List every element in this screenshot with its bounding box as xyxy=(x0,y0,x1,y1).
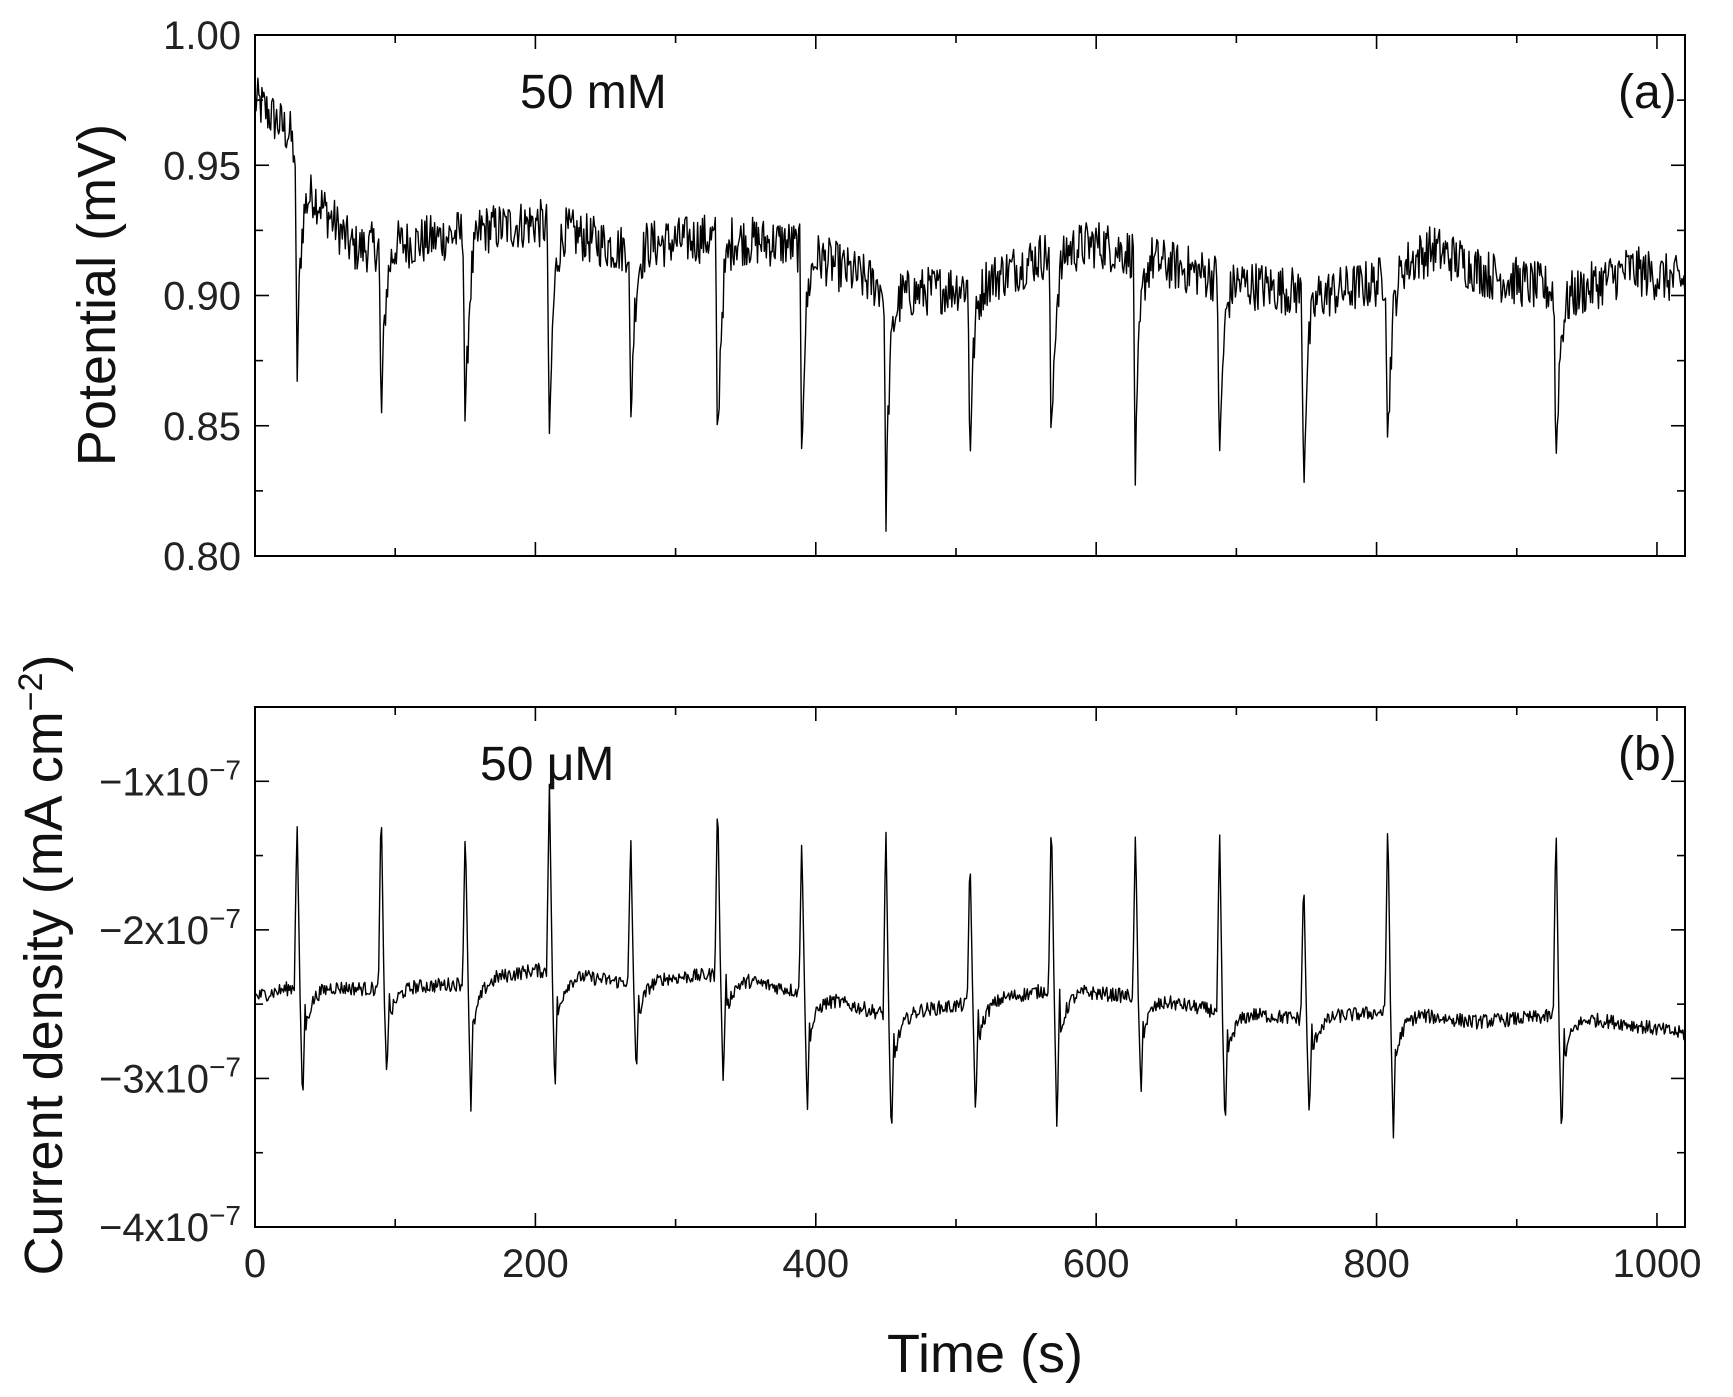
y-tick-label: 1.00 xyxy=(163,14,241,58)
y-tick-label-exp: −7 xyxy=(209,1051,241,1082)
panel-b-y-axis-title-end: ) xyxy=(14,655,74,673)
panel-b-y-ticks: −1x10−7−2x10−7−3x10−7−4x10−7 xyxy=(99,706,1685,1250)
panel-a-frame xyxy=(254,34,1686,557)
panel-a-x-ticks xyxy=(254,35,1658,556)
panel-b-current-trace xyxy=(254,783,1686,1139)
y-tick-label-base: −4x10 xyxy=(99,1206,209,1250)
y-tick-label-exp: −7 xyxy=(209,1200,241,1231)
panel-a-y-ticks: 0.80 0.85 0.90 0.95 1.00 xyxy=(163,14,1685,579)
panel-a-y-axis-title: Potential (mV) xyxy=(67,124,127,466)
y-tick-label: 0.90 xyxy=(163,275,241,319)
panel-b-y-axis-title: Current density (mA cm−2) xyxy=(12,655,74,1276)
panel-b-y-axis-title-sup: −2 xyxy=(12,673,50,712)
panel-b: −1x10−7−2x10−7−3x10−7−4x10−7 0 200 400 600 8… xyxy=(12,655,1701,1286)
x-tick-label: 800 xyxy=(1343,1242,1410,1286)
y-tick-label: 0.95 xyxy=(163,144,241,188)
panel-b-label: (b) xyxy=(1618,728,1677,781)
y-tick-label-exp: −7 xyxy=(209,903,241,934)
x-tick-label: 400 xyxy=(782,1242,849,1286)
x-tick-label: 600 xyxy=(1063,1242,1130,1286)
y-tick-label: −1x10−7 xyxy=(99,754,241,804)
y-tick-label-base: −3x10 xyxy=(99,1057,209,1101)
panel-a-potential-trace xyxy=(254,77,1686,532)
y-tick-label: 0.85 xyxy=(163,405,241,449)
y-tick-label-base: −1x10 xyxy=(99,760,209,804)
x-tick-label: 200 xyxy=(502,1242,569,1286)
panel-b-y-axis-title-main: Current density (mA cm xyxy=(14,711,74,1275)
panel-a-label: (a) xyxy=(1618,66,1677,119)
y-tick-label-base: −2x10 xyxy=(99,909,209,953)
x-axis-title: Time (s) xyxy=(887,1324,1083,1384)
panel-a-annotation: 50 mM xyxy=(520,66,667,119)
y-tick-label: −2x10−7 xyxy=(99,903,241,953)
y-tick-label: −3x10−7 xyxy=(99,1051,241,1101)
y-tick-label: −4x10−7 xyxy=(99,1200,241,1250)
panel-b-annotation: 50 μM xyxy=(480,738,614,791)
y-tick-label: 0.80 xyxy=(163,535,241,579)
x-tick-label: 1000 xyxy=(1612,1242,1701,1286)
panel-a: 0.80 0.85 0.90 0.95 1.00 50 mM (a) Potential… xyxy=(67,14,1686,579)
y-tick-label-exp: −7 xyxy=(209,754,241,785)
x-tick-label: 0 xyxy=(244,1242,266,1286)
panel-b-frame xyxy=(254,706,1686,1228)
panel-b-x-ticks: 0 200 400 600 800 1000 xyxy=(244,707,1701,1286)
